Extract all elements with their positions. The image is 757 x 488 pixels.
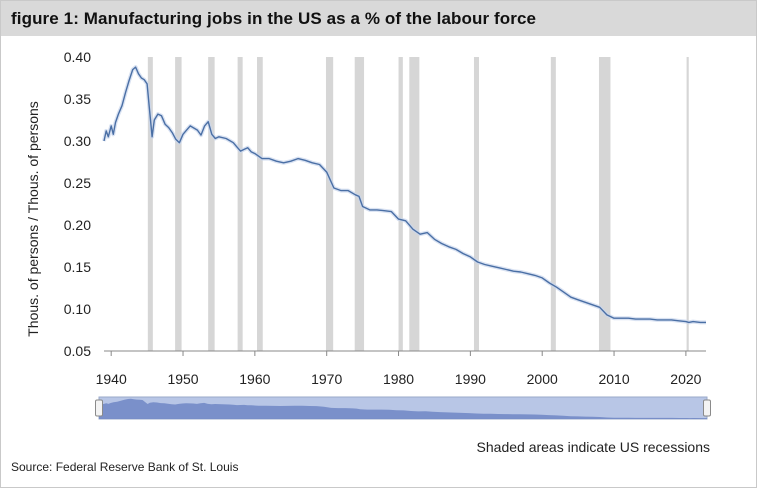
recession-band <box>325 57 334 351</box>
recession-band <box>550 57 556 351</box>
recession-band <box>686 57 689 351</box>
range-navigator[interactable] <box>95 396 711 420</box>
y-tick-label: 0.10 <box>64 301 91 317</box>
recession-band <box>354 57 365 351</box>
source-note: Source: Federal Reserve Bank of St. Loui… <box>11 460 239 474</box>
x-tick-label: 2010 <box>598 371 629 387</box>
recession-band <box>147 57 153 351</box>
recession-band <box>257 57 263 351</box>
y-tick-label: 0.40 <box>64 49 91 65</box>
y-axis-title: Thous. of persons / Thous. of persons <box>25 101 41 337</box>
x-tick-label: 1970 <box>311 371 342 387</box>
recession-band <box>175 57 182 351</box>
x-tick-label: 1960 <box>239 371 270 387</box>
series-lines <box>102 65 706 325</box>
x-tick-label: 1950 <box>167 371 198 387</box>
recession-band <box>398 57 403 351</box>
y-tick-label: 0.30 <box>64 133 91 149</box>
series-halo <box>102 65 706 325</box>
x-tick-label: 1940 <box>96 371 127 387</box>
y-tick-label: 0.20 <box>64 217 91 233</box>
recession-band <box>409 57 420 351</box>
y-tick-label: 0.15 <box>64 259 91 275</box>
navigator-right-handle[interactable] <box>703 399 711 417</box>
recession-band <box>237 57 243 351</box>
figure-title-bar: figure 1: Manufacturing jobs in the US a… <box>1 1 756 36</box>
x-tick-label: 2020 <box>670 371 701 387</box>
figure-title: figure 1: Manufacturing jobs in the US a… <box>11 9 537 28</box>
x-tick-label: 1990 <box>455 371 486 387</box>
series-line <box>103 66 706 324</box>
recession-band <box>473 57 479 351</box>
navigator-left-handle[interactable] <box>95 399 103 417</box>
recession-bands <box>147 57 689 351</box>
navigator-area <box>99 398 707 419</box>
x-tick-label: 1980 <box>383 371 414 387</box>
x-tick-label: 2000 <box>527 371 558 387</box>
y-tick-label: 0.35 <box>64 91 91 107</box>
chart-axes: 1940 1950 1960 1970 1980 1990 2000 2010 2020 0.05… <box>25 49 706 387</box>
recession-band <box>598 57 611 351</box>
y-tick-label: 0.05 <box>64 343 91 359</box>
y-tick-label: 0.25 <box>64 175 91 191</box>
recession-note: Shaded areas indicate US recessions <box>476 439 710 455</box>
recession-band <box>208 57 215 351</box>
